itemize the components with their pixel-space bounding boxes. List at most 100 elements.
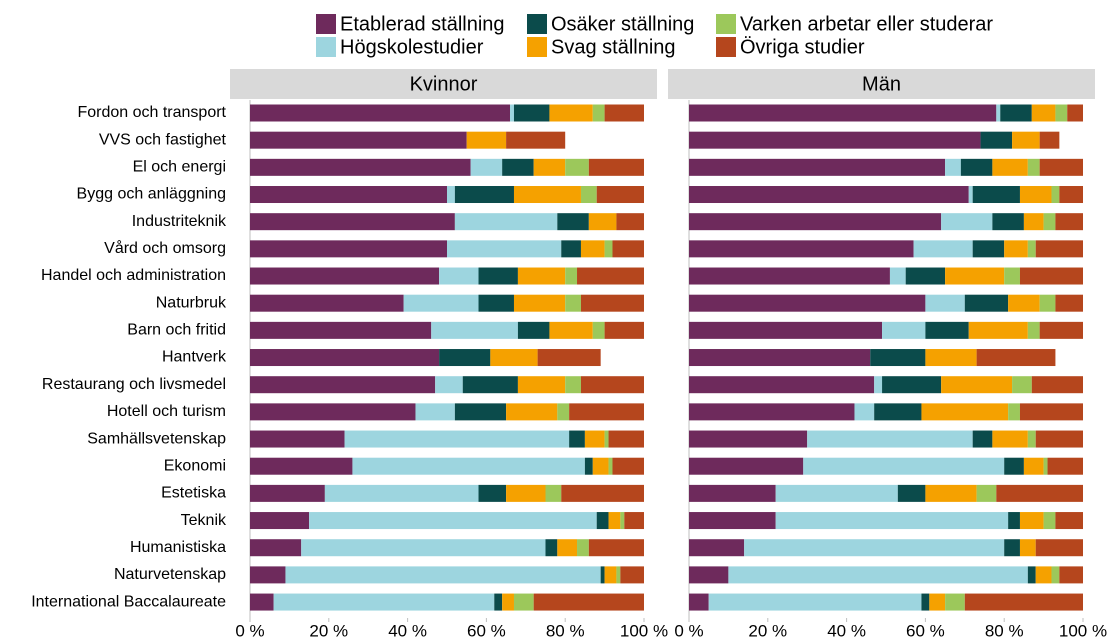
bar-segment (250, 104, 511, 122)
bar-segment (565, 376, 581, 394)
bar-segment (1055, 104, 1068, 122)
bar-segment (533, 158, 566, 176)
category-label: Vård och omsorg (104, 239, 226, 257)
bar-segment (897, 484, 926, 502)
category-label: Restaurang och livsmedel (42, 376, 226, 393)
bar-segment (1019, 539, 1036, 557)
bar-segment (1051, 566, 1060, 584)
bar-segment (557, 213, 589, 231)
bar-segment (1043, 512, 1056, 530)
bar-segment (545, 539, 558, 557)
bar-segment (689, 349, 871, 367)
bar-segment (439, 349, 491, 367)
panel-header (230, 69, 657, 99)
legend-swatch (316, 14, 336, 34)
bar-segment (775, 484, 898, 502)
bar-segment (580, 186, 597, 204)
x-tick-label: 100 % (620, 621, 668, 638)
bar-segment (250, 158, 471, 176)
bar-segment (301, 539, 546, 557)
bar-segment (1000, 104, 1032, 122)
legend-label: Högskolestudier (340, 36, 484, 58)
bar-segment (921, 593, 930, 611)
bar-segment (803, 457, 1005, 475)
bar-segment (1055, 213, 1083, 231)
bar-segment (506, 484, 546, 502)
bar-segment (447, 186, 455, 204)
bar-segment (1031, 104, 1056, 122)
bar-segment (1019, 512, 1044, 530)
bar-segment (250, 131, 467, 149)
bar-segment (285, 566, 601, 584)
bar-segment (976, 484, 997, 502)
bar-segment (580, 294, 644, 312)
bar-segment (604, 240, 613, 258)
bar-segment (925, 294, 965, 312)
bar-segment (612, 457, 644, 475)
bar-segment (588, 539, 644, 557)
bar-segment (945, 267, 1005, 285)
bar-segment (728, 566, 1028, 584)
bar-segment (502, 593, 514, 611)
bar-segment (1043, 213, 1056, 231)
bar-segment (250, 186, 447, 204)
bar-segment (1035, 240, 1083, 258)
bar-segment (478, 294, 514, 312)
bar-segment (447, 240, 562, 258)
bar-segment (775, 512, 1009, 530)
bar-segment (510, 104, 514, 122)
bar-segment (517, 321, 550, 339)
legend-label: Etablerad ställning (340, 13, 505, 35)
bar-segment (1023, 213, 1044, 231)
bar-segment (565, 158, 589, 176)
bar-segment (545, 484, 562, 502)
bar-segment (620, 566, 644, 584)
bar-segment (470, 158, 503, 176)
bar-segment (889, 267, 906, 285)
bar-segment (250, 430, 345, 448)
x-tick-label: 80 % (546, 621, 585, 638)
bar-segment (1008, 403, 1020, 421)
bar-segment (604, 321, 644, 339)
bar-segment (882, 321, 926, 339)
bar-segment (478, 267, 518, 285)
bar-segment (250, 512, 310, 530)
bar-segment (250, 349, 440, 367)
bar-segment (1023, 457, 1044, 475)
bar-segment (565, 294, 581, 312)
bar-segment (1051, 186, 1060, 204)
bar-segment (945, 158, 961, 176)
x-tick-label: 20 % (748, 621, 787, 638)
bar-segment (250, 403, 416, 421)
bar-segment (992, 158, 1028, 176)
bar-segment (415, 403, 455, 421)
bar-segment (972, 430, 993, 448)
bar-segment (689, 430, 808, 448)
bar-segment (466, 131, 507, 149)
x-tick-label: 60 % (467, 621, 506, 638)
bar-segment (569, 403, 644, 421)
bar-segment (502, 158, 534, 176)
bar-segment (250, 213, 455, 231)
bar-segment (344, 430, 570, 448)
bar-segment (588, 158, 644, 176)
bar-segment (976, 349, 1056, 367)
bar-segment (925, 349, 977, 367)
bar-segment (517, 376, 566, 394)
bar-segment (870, 349, 926, 367)
bar-segment (250, 321, 432, 339)
bar-segment (513, 104, 550, 122)
bar-segment (608, 512, 621, 530)
bar-segment (549, 321, 593, 339)
bar-segment (708, 593, 922, 611)
bar-segment (996, 104, 1001, 122)
bar-segment (513, 593, 534, 611)
bar-segment (689, 104, 997, 122)
bar-segment (1027, 566, 1036, 584)
legend-swatch (527, 37, 547, 57)
bar-segment (506, 131, 566, 149)
category-label: Barn och fritid (127, 322, 226, 339)
bar-segment (1027, 240, 1036, 258)
bar-segment (689, 539, 745, 557)
legend-swatch (716, 37, 736, 57)
